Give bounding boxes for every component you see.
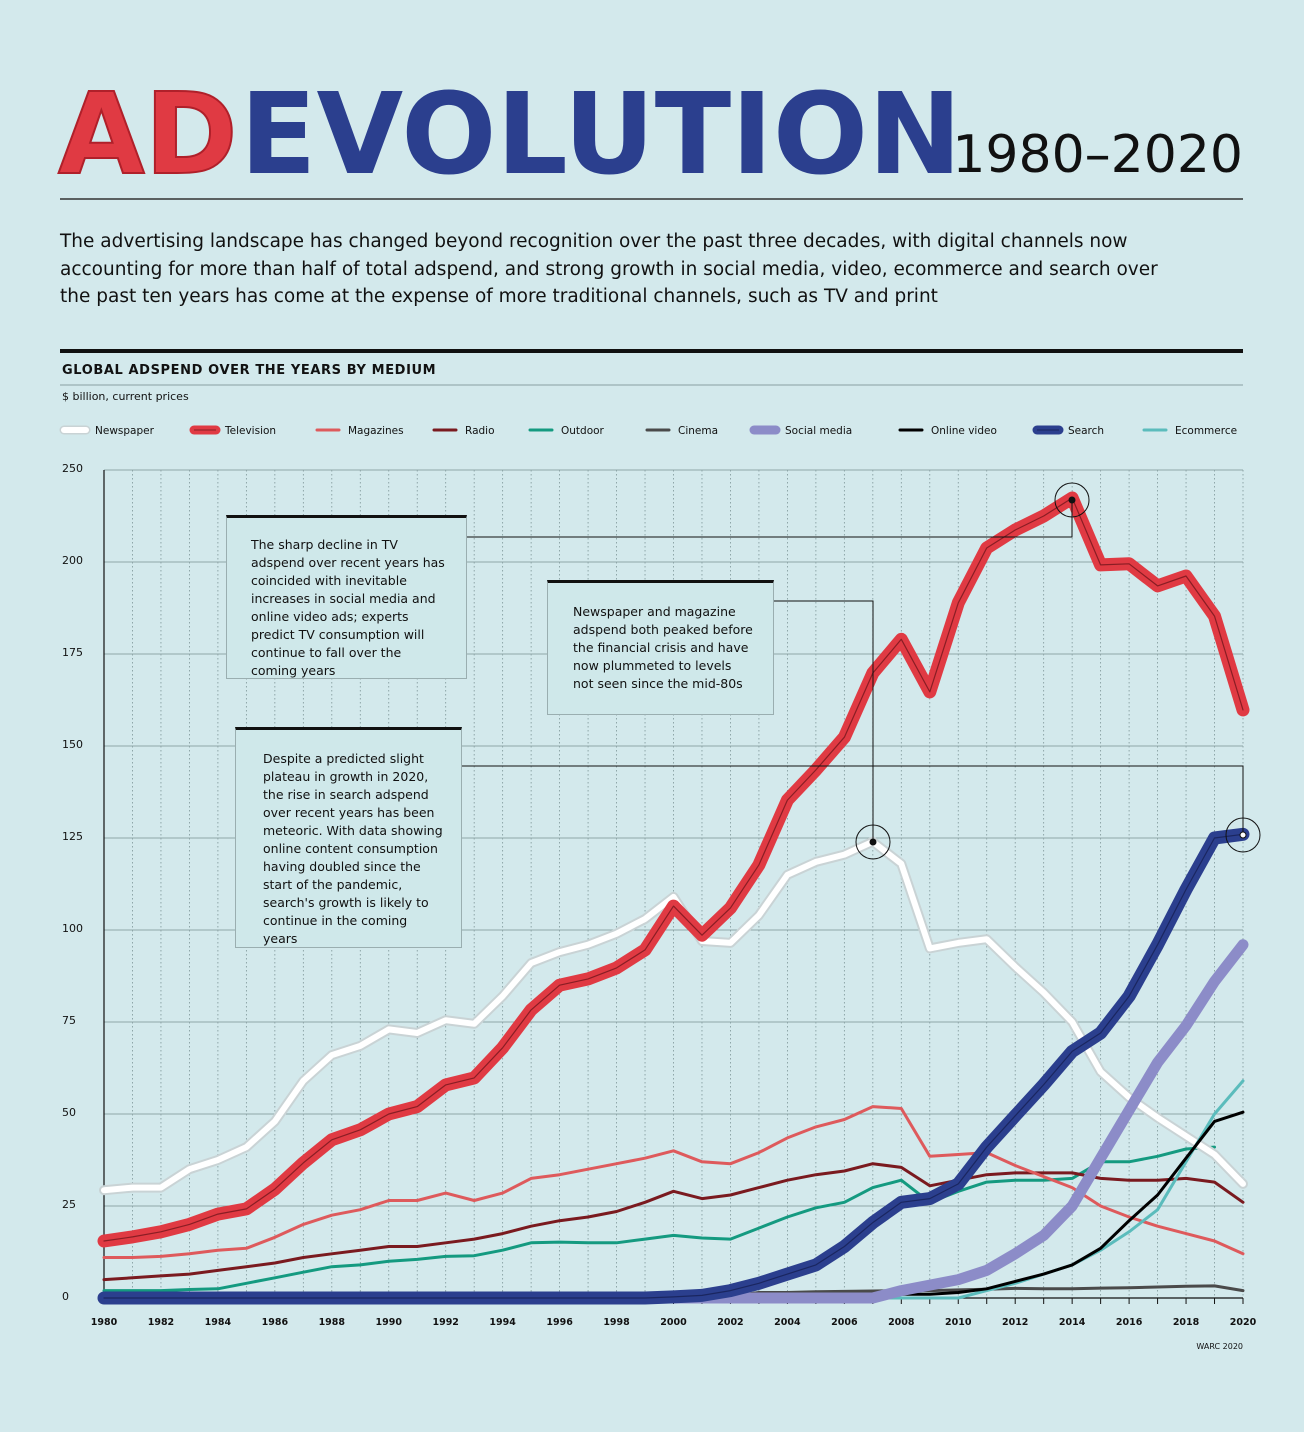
legend-label: Newspaper [95,425,155,437]
x-tick-label: 2010 [945,1317,972,1328]
x-tick-label: 1988 [319,1317,346,1328]
x-tick-label: 1996 [546,1317,573,1328]
y-tick-label: 25 [62,1198,76,1211]
leaders [461,482,1261,860]
title-ad: AD [58,70,238,200]
x-tick-label: 1980 [91,1317,118,1328]
highlight-dot [869,838,877,846]
highlight-dot [1068,496,1076,504]
y-tick-label: 75 [62,1014,76,1027]
y-tick-label: 125 [62,830,83,843]
y-tick-label: 175 [62,646,83,659]
x-tick-label: 1984 [205,1317,232,1328]
x-tick-label: 1982 [148,1317,174,1328]
annotation: Newspaper and magazine adspend both peak… [547,580,774,715]
legend: Newspaper Television Magazines Radio Outdoor… [59,425,1237,437]
x-tick-label: 2008 [888,1317,915,1328]
description: The advertising landscape has changed be… [60,231,1158,307]
annotation: The sharp decline in TV adspend over rec… [226,515,467,679]
x-tick-label: 2000 [660,1317,687,1328]
title-evolution: EVOLUTION [240,70,962,200]
x-tick-label: 1986 [262,1317,289,1328]
leader-line [773,600,874,843]
y-tick-label: 50 [62,1106,76,1119]
series-line [102,1105,1245,1259]
x-tick-label: 2012 [1002,1317,1028,1328]
series-line [102,1145,1216,1293]
series-line [101,838,1246,1194]
y-tick-label: 100 [62,922,83,935]
highlight-circle [1225,817,1261,853]
legend-label: Cinema [678,425,718,437]
legend-label: Ecommerce [1175,425,1237,437]
x-tick-label: 2018 [1173,1317,1200,1328]
series-core [103,833,1244,1299]
y-tick-label: 250 [62,462,83,475]
period: 1980–2020 [952,125,1243,185]
highlight-circle [1054,482,1090,518]
y-axis-label: $ billion, current prices [62,390,189,403]
legend-label: Social media [785,425,852,437]
chart-title: GLOBAL ADSPEND OVER THE YEARS BY MEDIUM [62,363,436,378]
x-tick-label: 2004 [774,1317,801,1328]
legend-label: Outdoor [561,425,605,437]
y-tick-label: 200 [62,554,83,567]
x-tick-label: 2002 [717,1317,743,1328]
x-tick-label: 2016 [1116,1317,1143,1328]
series-line [102,1162,1245,1282]
x-tick-label: 2020 [1230,1317,1257,1328]
highlight-dot [1239,831,1247,839]
x-tick-label: 1994 [489,1317,516,1328]
legend-label: Magazines [348,425,404,437]
legend-label: Radio [465,425,495,437]
lines [97,491,1250,1305]
highlight-circle [855,824,891,860]
x-tick-label: 1990 [376,1317,403,1328]
y-tick-label: 0 [62,1290,69,1303]
x-tick-label: 2014 [1059,1317,1086,1328]
series-core [103,497,1244,1242]
leader-line [461,765,1244,834]
legend-label: Online video [931,425,997,437]
leader-line [466,500,1073,538]
legend-label: Television [224,425,276,437]
x-tick-label: 2006 [831,1317,858,1328]
x-tick-label: 1992 [432,1317,458,1328]
y-tick-label: 150 [62,738,83,751]
legend-label: Search [1068,425,1104,437]
x-tick-label: 1998 [603,1317,630,1328]
annotation: Despite a predicted slight plateau in gr… [235,727,462,948]
source: WARC 2020 [1196,1342,1243,1351]
